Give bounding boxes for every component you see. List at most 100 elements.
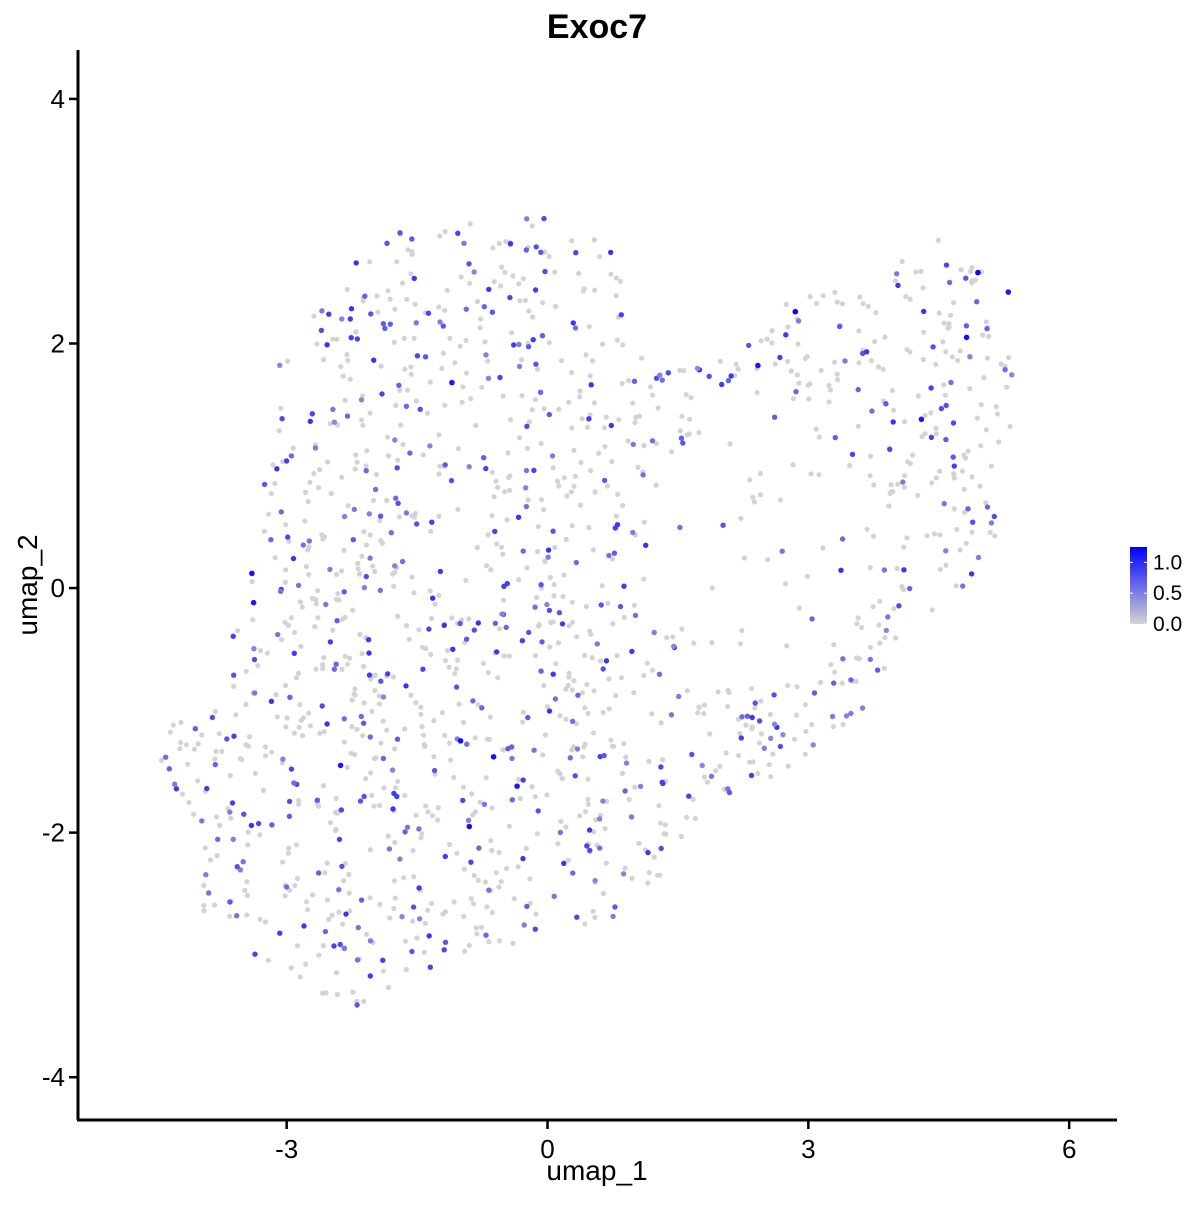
cell-point: [333, 795, 339, 802]
cell-point: [377, 518, 383, 524]
cell-point: [185, 761, 191, 767]
cell-point-expressed: [372, 486, 379, 493]
cell-point: [396, 514, 402, 520]
cell-point: [569, 370, 575, 376]
cell-point-expressed: [974, 299, 980, 305]
colorbar-ticks: 0.0 0.5 1.0: [1130, 551, 1182, 636]
cell-point: [882, 635, 888, 641]
cell-point: [342, 653, 348, 659]
cell-point: [946, 321, 952, 327]
cell-point: [435, 805, 441, 811]
cell-point: [750, 759, 756, 765]
cell-point: [376, 693, 382, 699]
cell-point: [442, 307, 448, 313]
cell-point: [371, 803, 377, 809]
cell-point: [969, 529, 975, 535]
cell-point: [367, 532, 373, 538]
color-legend: 0.0 0.5 1.0: [1130, 547, 1182, 636]
cell-point-expressed: [659, 377, 665, 383]
cell-point: [941, 320, 947, 326]
cell-point: [378, 363, 384, 369]
cell-point: [361, 998, 367, 1004]
cell-point: [302, 489, 309, 495]
cell-point: [582, 809, 589, 815]
cell-point-expressed: [532, 926, 538, 932]
cell-point: [626, 378, 632, 384]
cell-point-expressed: [643, 542, 649, 548]
cell-point-expressed: [427, 443, 433, 449]
cell-point: [381, 785, 387, 791]
cell-point-expressed: [203, 872, 209, 878]
cell-point: [265, 957, 271, 963]
cell-point-expressed: [442, 853, 448, 860]
cell-point: [493, 478, 499, 484]
cell-point: [306, 544, 312, 550]
cell-point-expressed: [464, 741, 470, 747]
cell-point-expressed: [984, 326, 990, 332]
cell-point: [974, 415, 980, 421]
cell-point: [306, 572, 312, 578]
cell-point: [583, 352, 589, 358]
cell-point: [569, 687, 576, 693]
cell-point: [329, 912, 335, 918]
cell-point: [498, 283, 504, 289]
cell-point: [461, 719, 467, 726]
cell-point: [889, 489, 895, 495]
cell-point: [328, 490, 334, 497]
cell-point: [429, 813, 436, 819]
cell-point: [834, 371, 840, 377]
cell-point-expressed: [771, 721, 778, 727]
cell-point: [475, 877, 481, 884]
cell-point: [511, 896, 517, 902]
cell-point: [904, 535, 910, 541]
cell-point: [620, 342, 626, 348]
cell-point: [520, 719, 526, 725]
cell-point: [508, 330, 515, 336]
cell-point: [681, 368, 687, 374]
cell-point: [177, 746, 183, 752]
cell-point: [523, 845, 529, 852]
cell-point: [432, 601, 438, 607]
cell-point-expressed: [363, 468, 369, 474]
cell-point: [525, 497, 531, 503]
cell-point-expressed: [494, 649, 500, 655]
cell-point: [529, 223, 535, 229]
cell-point: [361, 700, 367, 706]
cell-point: [305, 499, 311, 505]
cell-point-expressed: [437, 568, 444, 575]
cell-point-expressed: [261, 481, 268, 488]
cell-point: [782, 581, 789, 587]
cell-point: [597, 254, 603, 260]
cell-point: [534, 831, 540, 837]
cell-point-expressed: [520, 855, 526, 862]
cell-point-expressed: [166, 766, 172, 772]
cell-point: [654, 872, 661, 878]
cell-point: [526, 308, 532, 314]
cell-point: [584, 424, 591, 430]
cell-point-expressed: [507, 241, 514, 247]
cell-point: [552, 544, 558, 551]
cell-point: [591, 400, 598, 406]
cell-point-expressed: [516, 363, 523, 370]
cell-point: [677, 428, 684, 434]
cell-point: [683, 814, 690, 821]
cell-point: [419, 723, 425, 730]
cell-point: [458, 274, 464, 280]
cell-point: [186, 800, 192, 806]
cell-point: [603, 860, 610, 866]
cell-point-expressed: [173, 786, 180, 792]
cell-point: [487, 714, 493, 720]
cell-point-expressed: [399, 914, 405, 920]
cell-point: [596, 450, 602, 456]
cell-point-expressed: [466, 261, 472, 267]
cell-point-expressed: [378, 678, 384, 684]
cell-point-expressed: [975, 554, 982, 561]
cell-point-expressed: [550, 528, 556, 534]
cell-point: [367, 847, 374, 853]
cell-point: [585, 710, 591, 717]
cell-point-expressed: [333, 661, 339, 667]
cell-point: [486, 939, 492, 945]
cell-point-expressed: [240, 859, 246, 865]
cell-point-expressed: [783, 332, 789, 338]
cell-point-expressed: [172, 781, 178, 787]
